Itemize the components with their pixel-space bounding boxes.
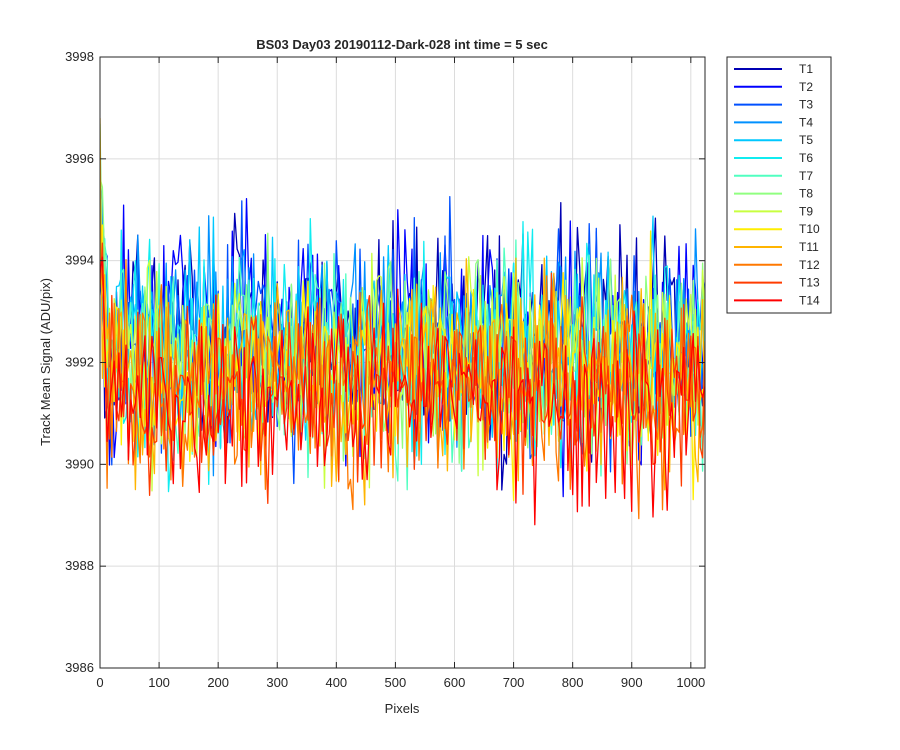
ticks: 0 100 200 300 400 500 600 700 800 900 1000 3986 3988…: [65, 49, 705, 690]
series-layer: [100, 118, 705, 526]
x-tick-label: 700: [503, 675, 525, 690]
y-axis-label: Track Mean Signal (ADU/pix): [38, 278, 53, 446]
y-tick-label: 3996: [65, 151, 94, 166]
legend-label-t7: T7: [799, 169, 813, 183]
x-axis-label: Pixels: [385, 701, 420, 716]
x-tick-label: 600: [444, 675, 466, 690]
x-tick-label: 200: [207, 675, 229, 690]
y-tick-label: 3992: [65, 355, 94, 370]
legend-label-t1: T1: [799, 62, 813, 76]
y-tick-label: 3994: [65, 253, 94, 268]
legend-label-t12: T12: [799, 258, 820, 272]
legend-label-t4: T4: [799, 115, 813, 129]
legend-label-t6: T6: [799, 151, 813, 165]
series-line-t14: [100, 256, 705, 526]
y-tick-label: 3988: [65, 558, 94, 573]
legend-label-t5: T5: [799, 133, 813, 147]
legend-label-t14: T14: [799, 293, 820, 307]
x-tick-label: 100: [148, 675, 170, 690]
series-group: [100, 118, 705, 526]
legend-label-t8: T8: [799, 187, 813, 201]
legend-label-t11: T11: [799, 240, 819, 254]
legend: T1 T2 T3 T4 T5 T6 T7 T8 T9 T10 T11 T12 T13 T14: [726, 56, 832, 314]
x-tick-label: 900: [621, 675, 643, 690]
legend-box: [726, 56, 832, 314]
legend-label-t13: T13: [799, 276, 820, 290]
chart-title: BS03 Day03 20190112-Dark-028 int time = …: [256, 37, 548, 52]
x-tick-label: 800: [562, 675, 584, 690]
y-tick-label: 3990: [65, 456, 94, 471]
x-tick-label: 1000: [676, 675, 705, 690]
legend-label-t10: T10: [799, 222, 820, 236]
x-tick-label: 400: [325, 675, 347, 690]
x-tick-label: 500: [385, 675, 407, 690]
y-tick-label: 3998: [65, 49, 94, 64]
legend-label-t3: T3: [799, 98, 813, 112]
legend-label-t2: T2: [799, 80, 813, 94]
x-tick-label: 0: [96, 675, 103, 690]
y-tick-label: 3986: [65, 660, 94, 675]
x-tick-label: 300: [266, 675, 288, 690]
legend-label-t9: T9: [799, 204, 813, 218]
